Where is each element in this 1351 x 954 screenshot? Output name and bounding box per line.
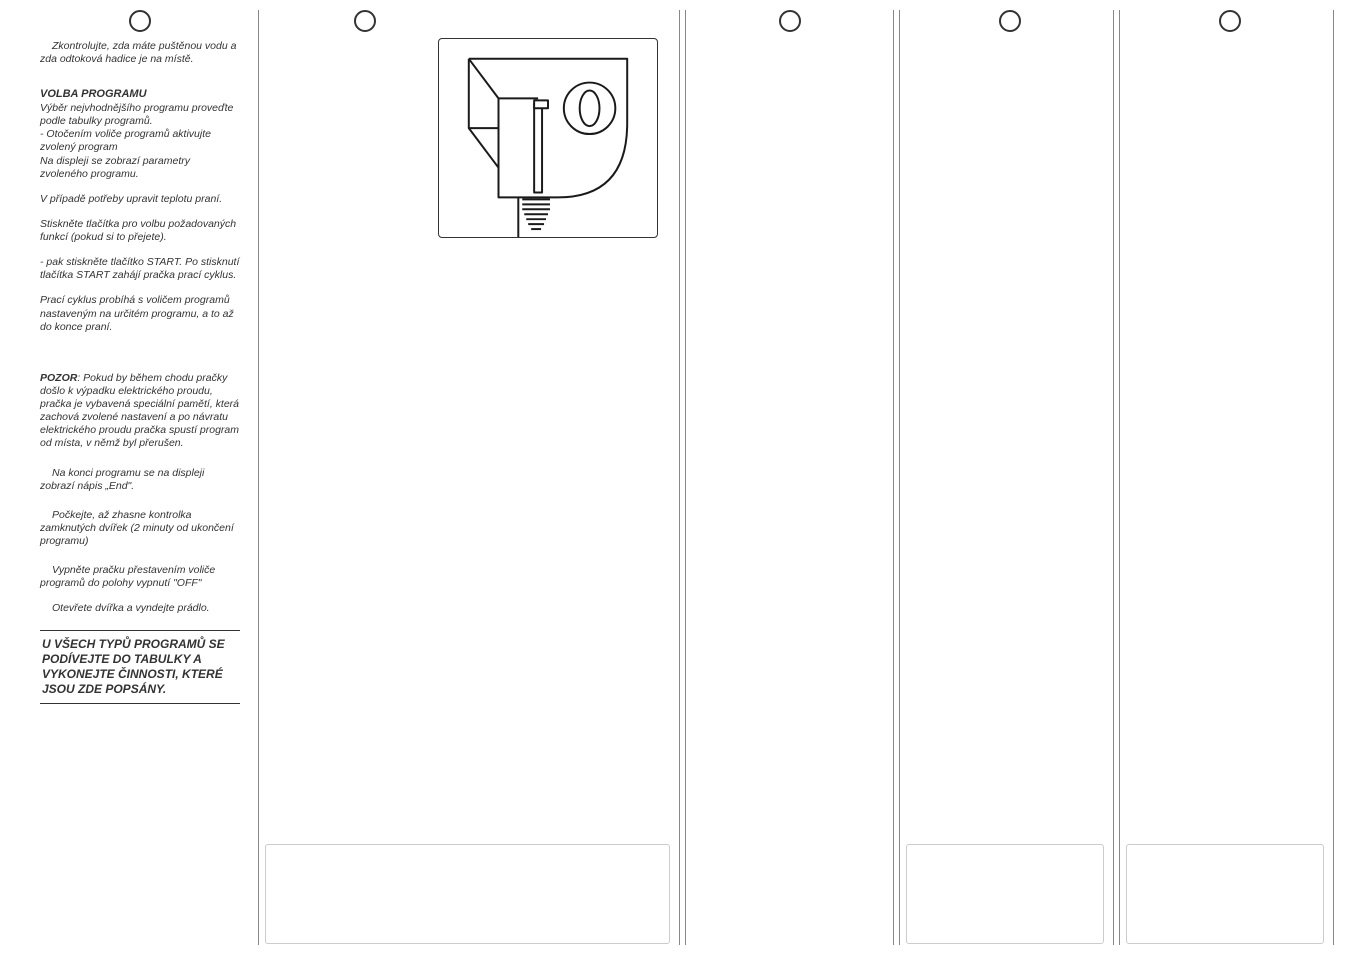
language-circle-icon [1219,10,1241,32]
column-divider [1333,10,1334,945]
language-circle-icon [129,10,151,32]
otevrete-text: Otevřete dvířka a vyndejte prádlo. [40,602,240,615]
column-4 [920,10,1100,945]
volba-header: VOLBA PROGRAMU [40,88,147,100]
pozor-text: POZOR: Pokud by během chodu pračky došlo… [40,372,240,451]
placeholder-box [1126,844,1324,944]
language-circle-icon [354,10,376,32]
teplota-text: V případě potřeby upravit teplotu praní. [40,193,240,206]
placeholder-box [265,844,670,944]
stisknete-text: Stiskněte tlačítka pro volbu požadovanýc… [40,218,240,244]
volba-programu: VOLBA PROGRAMU Výběr nejvhodnějšího prog… [40,88,240,181]
column-2 [290,10,440,945]
column-cz: Zkontrolujte, zda máte puštěnou vodu a z… [40,10,240,945]
detergent-drawer-illustration [438,38,658,238]
column-divider [1113,10,1114,945]
column-5 [1140,10,1320,945]
volba-body: Výběr nejvhodnějšího programu proveďte p… [40,102,233,180]
language-circle-icon [999,10,1021,32]
end-text: Na konci programu se na displeji zobrazí… [40,467,240,493]
boxed-note: U VŠECH TYPŮ PROGRAMŮ SE PODÍVEJTE DO TA… [40,630,240,704]
intro-text: Zkontrolujte, zda máte puštěnou vodu a z… [40,40,240,66]
column-divider [899,10,900,945]
column-divider [679,10,680,945]
cyklus-text: Prací cyklus probíhá s voličem programů … [40,294,240,333]
column-3 [700,10,880,945]
language-circle-icon [779,10,801,32]
column-divider [893,10,894,945]
vypnete-text: Vypněte pračku přestavením voliče progra… [40,564,240,590]
column-divider [1119,10,1120,945]
pockejte-text: Počkejte, až zhasne kontrolka zamknutých… [40,509,240,548]
column-divider [685,10,686,945]
pak-text: - pak stiskněte tlačítko START. Po stisk… [40,256,240,282]
placeholder-box [906,844,1104,944]
pozor-label: POZOR [40,372,77,384]
column-divider [258,10,259,945]
